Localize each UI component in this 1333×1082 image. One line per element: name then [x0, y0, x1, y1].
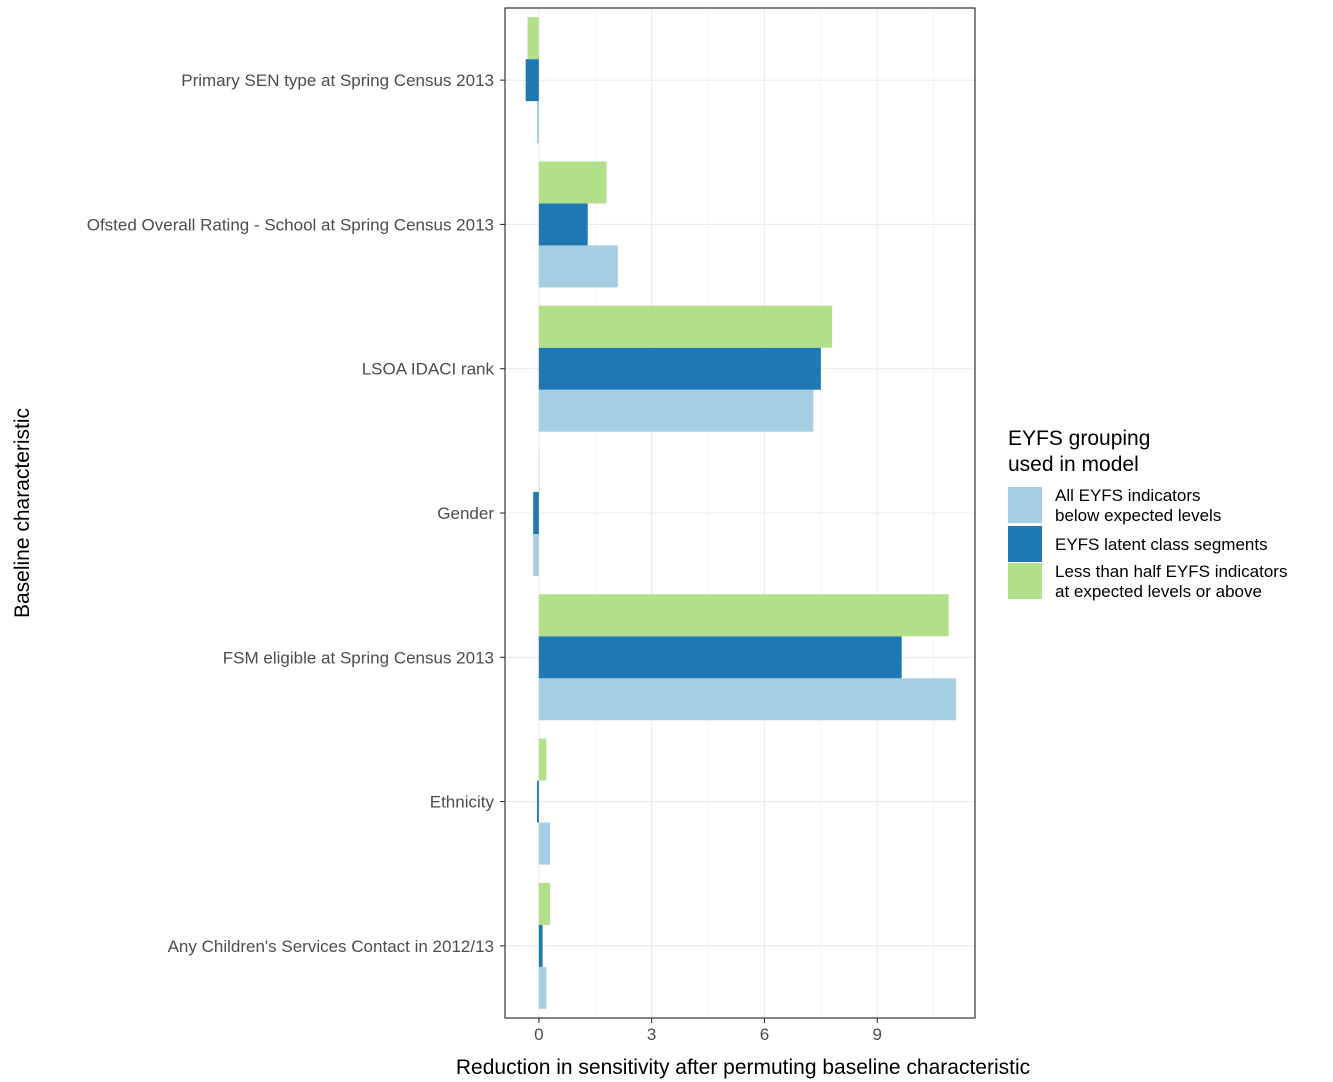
- bar: [538, 636, 902, 679]
- y-tick-label: Ethnicity: [430, 793, 495, 812]
- x-tick-label: 9: [873, 1025, 882, 1044]
- y-tick-label: Gender: [437, 504, 494, 523]
- bar: [533, 534, 539, 576]
- bar: [538, 966, 547, 1009]
- x-tick-label: 0: [534, 1025, 543, 1044]
- bar: [538, 738, 547, 781]
- bar: [538, 245, 618, 288]
- legend-key: [1008, 563, 1042, 599]
- bar: [525, 59, 539, 102]
- y-tick-label: Any Children's Services Contact in 2012/…: [168, 937, 494, 956]
- legend-label: below expected levels: [1055, 506, 1221, 525]
- bar: [538, 678, 957, 721]
- legend-key: [1008, 526, 1042, 562]
- x-tick-label: 6: [760, 1025, 769, 1044]
- y-axis-title: Baseline characteristic: [11, 408, 34, 618]
- x-tick-label: 3: [647, 1025, 656, 1044]
- legend-label: at expected levels or above: [1055, 582, 1262, 601]
- y-tick-label: FSM eligible at Spring Census 2013: [223, 648, 494, 667]
- legend: EYFS grouping used in model All EYFS ind…: [1008, 427, 1287, 601]
- y-tick-label: LSOA IDACI rank: [362, 360, 495, 379]
- bar: [538, 305, 833, 348]
- legend-title-line-1: EYFS grouping: [1008, 427, 1150, 450]
- bar: [538, 882, 551, 925]
- bars: [525, 17, 957, 1009]
- bar: [538, 450, 540, 492]
- legend-label: Less than half EYFS indicators: [1055, 562, 1287, 581]
- y-axis: Primary SEN type at Spring Census 2013 Of…: [87, 71, 505, 956]
- x-axis-title: Reduction in sensitivity after permuting…: [456, 1056, 1030, 1079]
- bar: [536, 780, 539, 823]
- bar: [536, 101, 539, 144]
- bar: [538, 594, 949, 637]
- bar: [538, 822, 551, 865]
- bar: [538, 389, 814, 432]
- y-tick-label: Primary SEN type at Spring Census 2013: [181, 71, 494, 90]
- legend-key: [1008, 487, 1042, 523]
- legend-title-line-2: used in model: [1008, 453, 1139, 476]
- bar: [538, 347, 821, 390]
- bar: [538, 924, 543, 967]
- y-tick-label: Ofsted Overall Rating - School at Spring…: [87, 215, 494, 234]
- x-axis: 0 3 6 9: [534, 1018, 882, 1044]
- legend-label: EYFS latent class segments: [1055, 535, 1268, 554]
- bar: [533, 492, 539, 534]
- legend-label: All EYFS indicators: [1055, 486, 1201, 505]
- bar: [538, 203, 588, 246]
- bar: [538, 161, 607, 204]
- bar: [527, 17, 539, 60]
- grid: [505, 8, 975, 1018]
